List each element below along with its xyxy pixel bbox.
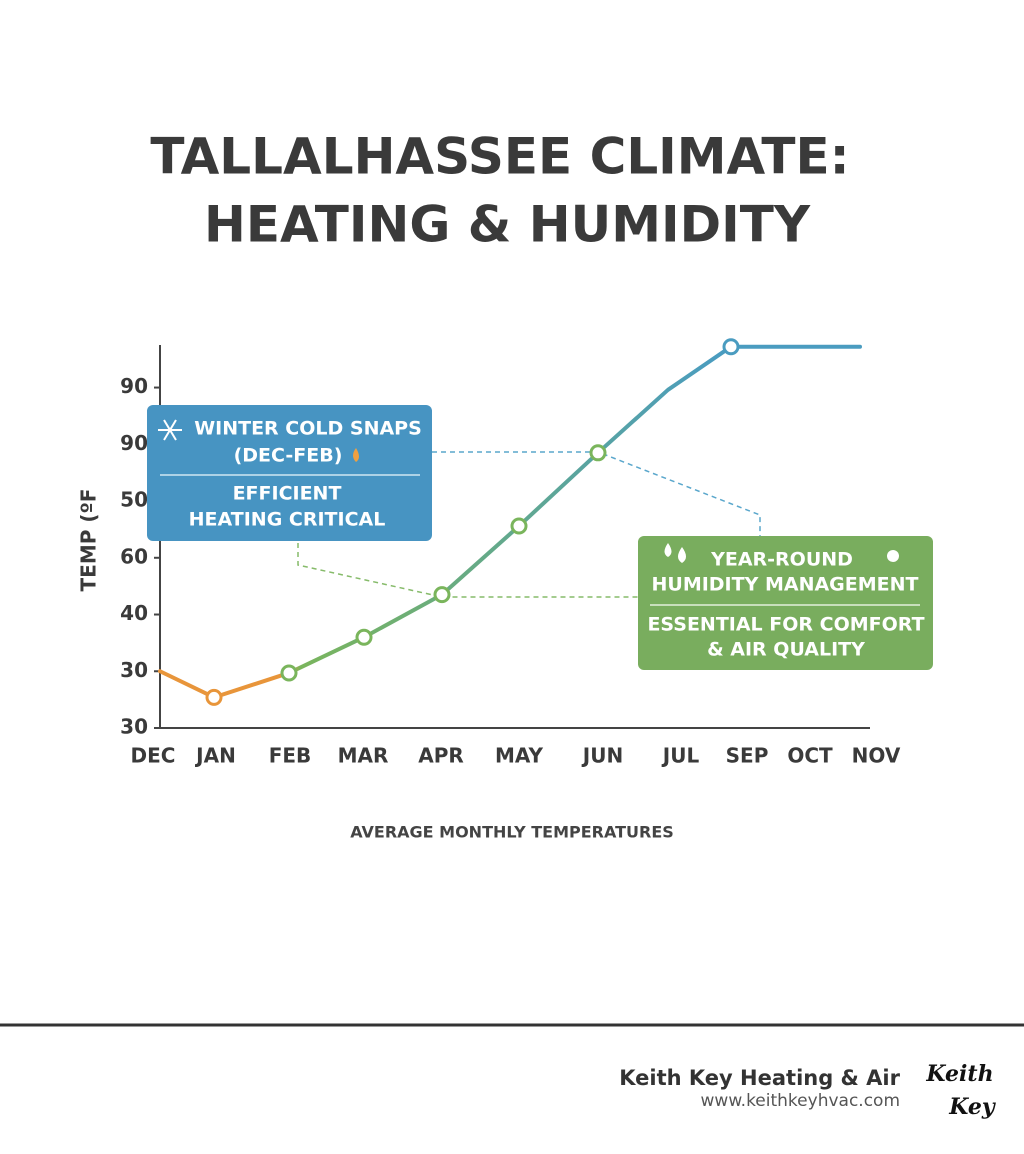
annotation-text: & AIR QUALITY xyxy=(707,639,865,661)
company-url: www.keithkeyhvac.com xyxy=(701,1091,900,1111)
x-tick-label: FEB xyxy=(269,744,312,768)
snowflake-icon xyxy=(158,419,182,441)
point xyxy=(722,338,740,356)
y-tick-label: 50 xyxy=(120,488,148,512)
chart-title: HEATING & HUMIDITY xyxy=(204,196,811,254)
annotation-title: (DEC-FEB) xyxy=(234,445,343,467)
x-tick-label: NOV xyxy=(852,744,901,768)
y-tick-label: 90 xyxy=(120,431,148,455)
y-axis-label: TEMP (ºF xyxy=(77,489,101,592)
annotation-title: YEAR-ROUND xyxy=(710,549,853,571)
y-tick-label: 40 xyxy=(120,601,148,625)
point xyxy=(280,664,298,682)
point xyxy=(510,517,528,535)
annotation-text: ESSENTIAL FOR COMFORT xyxy=(647,614,924,636)
y-tick-label: 30 xyxy=(120,715,148,739)
drops-icon xyxy=(664,543,686,563)
point xyxy=(355,628,373,646)
annotation-box xyxy=(147,405,432,541)
logo: Key xyxy=(948,1094,997,1120)
x-tick-label: JAN xyxy=(194,744,236,768)
x-tick-label: OCT xyxy=(787,744,833,768)
x-tick-label: JUN xyxy=(581,744,623,768)
y-tick-label: 60 xyxy=(120,544,148,568)
flame-icon xyxy=(353,448,359,462)
chart-title: TALLALHASSEE CLIMATE: xyxy=(150,128,849,186)
annotation-title: WINTER COLD SNAPS xyxy=(194,418,422,440)
y-tick-label: 90 xyxy=(120,374,148,398)
annotation-title: HUMIDITY MANAGEMENT xyxy=(651,574,918,596)
x-tick-label: MAY xyxy=(495,744,543,768)
connectors xyxy=(297,451,761,598)
x-tick-label: DEC xyxy=(131,744,176,768)
point xyxy=(433,586,451,604)
x-tick-label: MAR xyxy=(338,744,389,768)
logo: Keith xyxy=(925,1061,993,1087)
point xyxy=(589,444,607,462)
x-tick-label: SEP xyxy=(726,744,769,768)
company-name: Keith Key Heating & Air xyxy=(619,1066,900,1090)
x-tick-label: APR xyxy=(418,744,464,768)
y-tick-label: 30 xyxy=(120,658,148,682)
annotation-text: EFFICIENT xyxy=(233,483,342,505)
point xyxy=(205,688,223,706)
subtitle: AVERAGE MONTHLY TEMPERATURES xyxy=(350,823,674,842)
sun-icon xyxy=(887,550,899,562)
x-tick-label: JUL xyxy=(661,744,700,768)
plot: 30 30 40 60 50 90 90 DEC JAN FEB MAR APR MAY JUN JUL SE… xyxy=(120,338,901,768)
annotation-text: HEATING CRITICAL xyxy=(189,509,386,531)
annotation-box xyxy=(638,536,933,670)
